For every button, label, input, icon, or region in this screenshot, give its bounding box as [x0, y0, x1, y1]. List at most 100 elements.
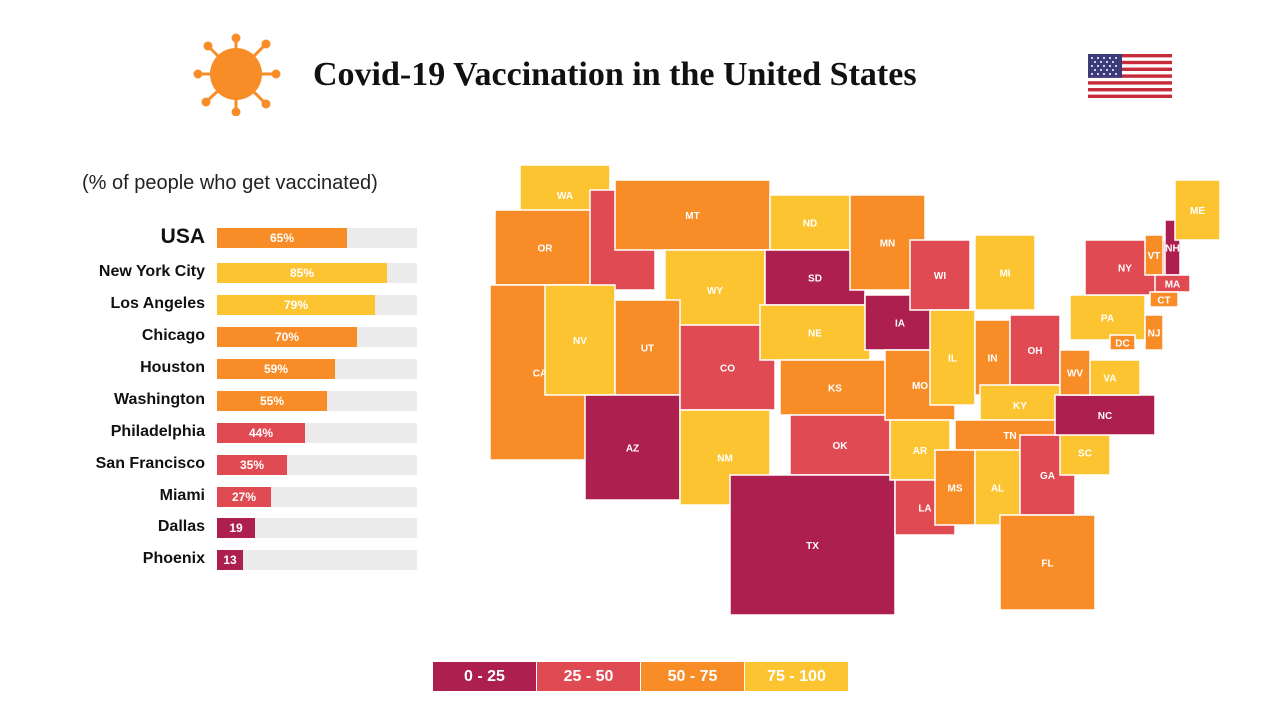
state-label: NE — [808, 329, 822, 340]
state-label: NH — [1165, 244, 1179, 255]
state-il — [929, 309, 976, 406]
bar-track: 55% — [217, 391, 417, 411]
state-label: NJ — [1148, 329, 1161, 340]
state-label: NV — [573, 336, 587, 347]
state-label: ND — [803, 219, 817, 230]
bar-label: Los Angeles — [110, 295, 205, 312]
bar-label: Chicago — [141, 327, 205, 344]
bar-value-label: 19 — [229, 521, 243, 535]
state-dc — [1109, 334, 1136, 351]
state-label: SD — [808, 274, 822, 285]
legend: 0 - 25 25 - 50 50 - 75 75 - 100 — [433, 662, 849, 691]
state-oh — [1009, 314, 1061, 386]
bar-value-label: 13 — [223, 553, 237, 567]
state-label: NC — [1098, 411, 1112, 422]
state-nj — [1144, 314, 1164, 351]
state-label: ME — [1190, 206, 1205, 217]
bar: 85% — [217, 263, 387, 283]
state-label: MS — [948, 484, 963, 495]
bar-track: 13 — [217, 550, 417, 570]
state-label: MI — [999, 269, 1010, 280]
us-vaccination-map: WAORCAIDNVMTWYUTAZCONMNDSDNEKSOKTXMNIAMO… — [489, 164, 1221, 616]
state-label: CT — [1157, 296, 1170, 307]
state-label: AR — [913, 446, 928, 457]
state-label: WY — [707, 286, 723, 297]
bar-track: 65% — [217, 228, 417, 248]
bar: 79% — [217, 295, 375, 315]
state-label: VT — [1148, 251, 1161, 262]
state-label: OK — [833, 441, 849, 452]
bar-track: 27% — [217, 487, 417, 507]
bar-value-label: 85% — [289, 266, 315, 280]
state-label: MO — [912, 381, 928, 392]
state-label: CO — [720, 364, 735, 375]
bar-track: 44% — [217, 423, 417, 443]
bar: 59% — [217, 359, 335, 379]
legend-item-25-50: 25 - 50 — [537, 662, 640, 691]
bar-label: New York City — [98, 263, 205, 280]
bar-value-label: 55% — [259, 394, 285, 408]
state-label: KS — [828, 384, 842, 395]
bar-label: Philadelphia — [110, 423, 205, 440]
state-label: WI — [934, 271, 946, 282]
bar-value-label: 35% — [239, 458, 265, 472]
bar-label: Dallas — [157, 518, 205, 535]
bar-track: 19 — [217, 518, 417, 538]
bar-track: 35% — [217, 455, 417, 475]
page-title: Covid-19 Vaccination in the United State… — [313, 56, 917, 93]
state-label: IN — [988, 354, 998, 365]
bar: 27% — [217, 487, 271, 507]
state-label: LA — [918, 504, 931, 515]
bar-track: 79% — [217, 295, 417, 315]
state-label: GA — [1040, 471, 1055, 482]
state-label: WA — [557, 191, 573, 202]
state-label: VA — [1103, 374, 1116, 385]
bar-label: Miami — [159, 487, 205, 504]
bar-value-label: 70% — [274, 330, 300, 344]
bar-value-label: 79% — [283, 298, 309, 312]
state-label: TX — [806, 541, 819, 552]
state-ky — [979, 384, 1061, 426]
state-nv — [544, 284, 616, 396]
state-label: CA — [533, 369, 547, 380]
bar-value-label: 59% — [263, 362, 289, 376]
state-label: IL — [948, 354, 957, 365]
state-label: DC — [1115, 339, 1129, 350]
state-label: MT — [685, 211, 699, 222]
state-label: FL — [1041, 559, 1053, 570]
state-fl — [999, 514, 1096, 611]
bar-label: San Francisco — [95, 455, 205, 472]
bar-value-label: 65% — [269, 231, 295, 245]
state-label: IA — [895, 319, 905, 330]
state-label: OR — [538, 244, 554, 255]
bar: 44% — [217, 423, 305, 443]
state-label: PA — [1101, 314, 1114, 325]
us-flag-icon — [1088, 54, 1172, 98]
state-label: NY — [1118, 264, 1132, 275]
bar-label: Houston — [140, 359, 205, 376]
state-label: MN — [880, 239, 896, 250]
state-label: AL — [991, 484, 1004, 495]
state-wi — [909, 239, 971, 311]
bar-track: 85% — [217, 263, 417, 283]
bar: 13 — [217, 550, 243, 570]
state-or — [494, 209, 596, 286]
state-label: NM — [717, 454, 733, 465]
bar: 70% — [217, 327, 357, 347]
state-label: TN — [1003, 431, 1016, 442]
bar-track: 59% — [217, 359, 417, 379]
state-label: KY — [1013, 401, 1027, 412]
state-sc — [1059, 429, 1111, 476]
legend-item-75-100: 75 - 100 — [745, 662, 848, 691]
bar: 55% — [217, 391, 327, 411]
state-label: UT — [641, 344, 654, 355]
bar: 35% — [217, 455, 287, 475]
bar-value-label: 27% — [231, 490, 257, 504]
virus-icon — [193, 33, 281, 116]
bar-label: USA — [160, 225, 205, 248]
legend-item-50-75: 50 - 75 — [641, 662, 744, 691]
state-label: WV — [1067, 369, 1083, 380]
state-al — [974, 449, 1021, 526]
state-ms — [934, 449, 976, 526]
state-mt — [614, 179, 771, 251]
